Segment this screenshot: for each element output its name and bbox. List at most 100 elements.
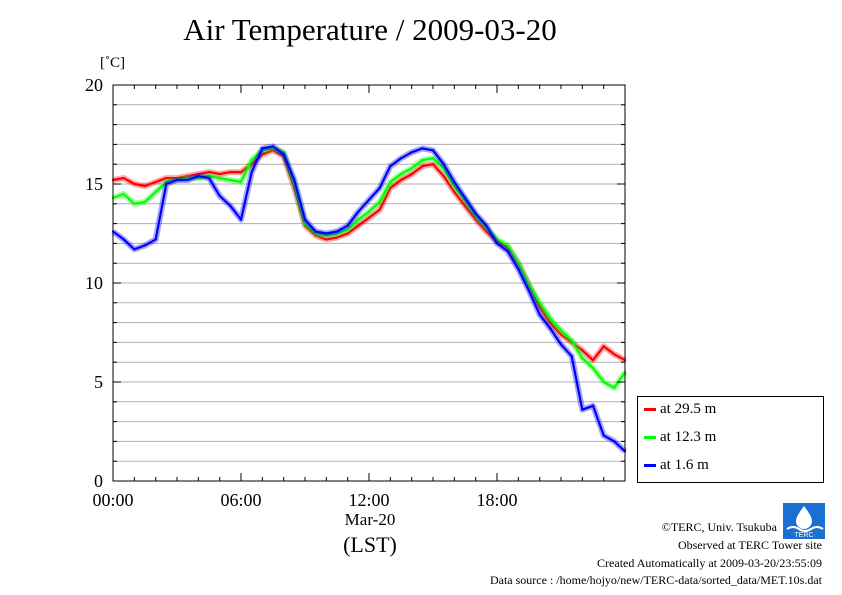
y-tick-label: 0 — [94, 471, 103, 491]
legend-swatch — [644, 408, 656, 412]
logo-text: TERC — [794, 532, 813, 539]
legend: at 29.5 m at 12.3 m at 1.6 m — [637, 396, 824, 483]
x-tick-label: 06:00 — [220, 490, 261, 510]
series-layer — [111, 143, 628, 454]
data-point — [154, 190, 157, 194]
data-point — [314, 232, 317, 235]
data-point — [421, 164, 424, 168]
copyright-text: ©TERC, Univ. Tsukuba — [661, 520, 777, 534]
data-point — [421, 159, 424, 162]
data-point — [613, 440, 616, 443]
data-point — [133, 202, 136, 205]
data-point — [410, 172, 413, 176]
data-point — [581, 349, 584, 352]
data-source-text: Data source : /home/hojyo/new/TERC-data/… — [489, 573, 822, 587]
y-tick-label: 5 — [94, 372, 103, 392]
data-point — [463, 204, 467, 207]
x-axis: 00:00 06:00 12:00 18:00 — [92, 85, 626, 510]
data-point — [314, 230, 317, 233]
data-point — [474, 218, 477, 221]
legend-swatch — [644, 464, 656, 468]
data-point — [197, 172, 200, 176]
data-point — [591, 366, 595, 370]
legend-label: at 1.6 m — [660, 457, 709, 473]
data-point — [442, 166, 445, 170]
data-point — [261, 147, 264, 150]
data-point — [218, 172, 221, 176]
data-point — [453, 180, 456, 184]
data-point — [197, 174, 200, 178]
data-point — [549, 321, 552, 324]
data-point — [463, 196, 467, 200]
data-point — [325, 234, 328, 237]
data-point — [239, 170, 243, 174]
data-point — [613, 386, 616, 390]
data-point — [453, 184, 456, 188]
data-point — [495, 238, 499, 241]
data-point — [549, 327, 552, 330]
data-point — [122, 176, 125, 180]
data-point — [271, 145, 275, 148]
legend-label: at 12.3 m — [660, 429, 717, 445]
data-point — [335, 236, 339, 239]
data-point — [613, 353, 616, 356]
data-point — [207, 174, 211, 178]
data-point — [431, 157, 435, 160]
data-point — [367, 198, 371, 202]
data-point — [410, 151, 413, 154]
legend-label: at 29.5 m — [660, 401, 717, 417]
x-tick-label: 12:00 — [348, 490, 389, 510]
data-point — [517, 262, 520, 265]
data-point — [367, 216, 371, 219]
data-point — [314, 234, 317, 237]
x-tick-label: 18:00 — [476, 490, 517, 510]
y-tick-label: 15 — [85, 174, 103, 194]
data-point — [431, 149, 435, 152]
data-point — [143, 200, 147, 204]
data-point — [421, 147, 424, 150]
chart-title: Air Temperature / 2009-03-20 — [183, 12, 557, 47]
legend-item-29-5m: at 29.5 m — [644, 401, 716, 418]
data-point — [346, 232, 349, 235]
data-point — [207, 176, 211, 180]
data-point — [175, 178, 179, 182]
data-point — [207, 170, 211, 174]
data-point — [570, 355, 573, 358]
data-point — [399, 178, 403, 182]
data-point — [399, 157, 403, 160]
created-text: Created Automatically at 2009-03-20/23:5… — [597, 556, 822, 570]
y-tick-label: 10 — [85, 273, 103, 293]
data-point — [303, 222, 307, 225]
data-point — [239, 180, 243, 184]
data-point — [165, 176, 168, 180]
y-axis-unit: [˚C] — [100, 55, 125, 71]
x-axis-date-label: Mar-20 — [344, 510, 396, 529]
data-point — [346, 224, 349, 227]
data-point — [122, 238, 125, 241]
data-point — [453, 190, 456, 194]
data-point — [229, 204, 232, 207]
series-line-2 — [112, 145, 626, 453]
data-point — [218, 194, 221, 198]
data-point — [538, 313, 541, 316]
data-point — [431, 163, 435, 166]
data-point — [410, 166, 413, 170]
data-point — [122, 192, 125, 196]
data-point — [378, 186, 381, 190]
data-point — [559, 329, 563, 332]
data-point — [517, 267, 520, 271]
data-point — [154, 180, 157, 184]
data-point — [133, 182, 136, 186]
data-point — [335, 230, 339, 233]
data-point — [186, 178, 189, 182]
data-point — [143, 184, 147, 188]
data-point — [538, 301, 541, 304]
data-point — [239, 218, 243, 221]
data-point — [442, 174, 445, 178]
data-point — [495, 242, 499, 245]
data-point — [335, 232, 339, 235]
data-point — [581, 357, 584, 360]
data-point — [570, 339, 573, 342]
data-point — [357, 224, 360, 227]
